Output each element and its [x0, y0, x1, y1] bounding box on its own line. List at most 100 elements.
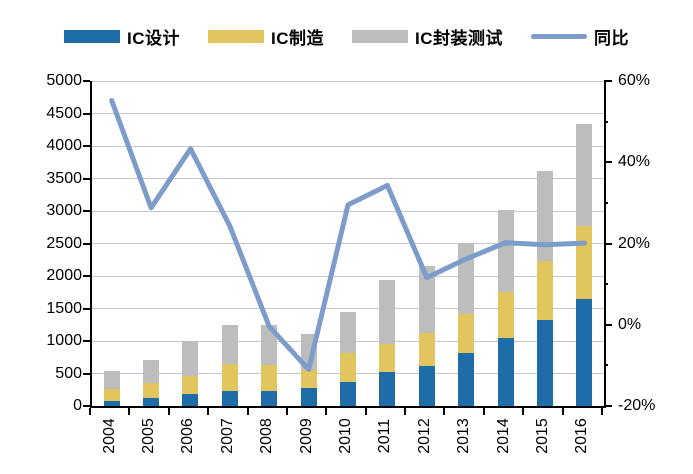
- legend-label-ic-packaging-testing: IC封装测试: [415, 28, 503, 48]
- bar-segment: [182, 340, 199, 377]
- x-axis-category-label: 2014: [494, 418, 512, 454]
- bar-segment: [379, 280, 396, 345]
- right-axis-tick: [604, 323, 612, 326]
- right-axis-tick: [604, 80, 612, 82]
- left-axis-tick-label: 4000: [46, 137, 82, 154]
- right-axis-tick-label: 60%: [618, 72, 651, 89]
- right-axis-tick-label: -20%: [618, 397, 656, 414]
- legend-item-yoy: 同比: [531, 24, 629, 49]
- bar-segment: [182, 393, 199, 406]
- x-axis-tick: [207, 408, 210, 415]
- right-axis-minor-tick: [604, 364, 608, 367]
- left-axis-tick-label: 1500: [46, 299, 82, 317]
- gridline: [92, 178, 604, 179]
- legend-swatch-ic-packaging-testing: [352, 29, 408, 43]
- bar-segment: [143, 382, 160, 398]
- right-axis-tick-label: 40%: [618, 153, 651, 171]
- x-axis-category-label: 2006: [179, 418, 197, 454]
- left-axis-tick-label: 0: [73, 397, 82, 414]
- bar-segment: [536, 319, 553, 406]
- x-axis-tick: [89, 408, 91, 415]
- yoy-polyline: [109, 98, 587, 372]
- bar-segment: [458, 314, 475, 354]
- legend-line-swatch-yoy: [531, 33, 587, 39]
- gridline: [92, 113, 604, 114]
- x-axis-category-label: 2016: [573, 418, 591, 454]
- bar-segment: [379, 344, 396, 373]
- x-axis-category-label: 2010: [337, 418, 354, 454]
- legend-swatch-ic-design: [64, 29, 120, 43]
- bar-segment: [418, 332, 435, 366]
- bar-segment: [340, 382, 356, 406]
- x-axis-tick: [167, 408, 170, 415]
- x-axis-tick: [522, 408, 525, 415]
- gridline: [92, 308, 604, 309]
- left-axis-tick: [83, 340, 90, 342]
- left-axis-tick-label: 2500: [46, 234, 82, 252]
- bar-segment: [103, 388, 120, 401]
- x-axis-category-label: 2015: [533, 418, 551, 454]
- left-axis-tick: [83, 275, 90, 277]
- legend-item-ic-manufacturing: IC制造: [208, 24, 324, 49]
- x-axis-category-label: 2011: [376, 418, 394, 454]
- right-axis-minor-tick: [604, 283, 608, 286]
- left-axis-tick-label: 3500: [46, 169, 82, 187]
- x-axis-category-label: 2008: [258, 418, 276, 454]
- left-axis-tick: [83, 177, 90, 180]
- left-axis-tick-label: 2000: [46, 267, 82, 284]
- right-axis-tick: [604, 161, 612, 164]
- bar-segment: [103, 370, 120, 389]
- x-axis-tick: [601, 408, 603, 415]
- bar-segment: [221, 324, 238, 364]
- x-axis-category-label: 2004: [100, 418, 118, 454]
- left-axis-tick-label: 3000: [46, 202, 82, 219]
- legend-label-ic-design: IC设计: [127, 28, 180, 48]
- bar-segment: [576, 124, 593, 226]
- bar-segment: [261, 324, 278, 365]
- bar-segment: [221, 391, 238, 406]
- right-axis-tick-label: 0%: [618, 315, 642, 333]
- gridline: [92, 145, 604, 147]
- bar-segment: [458, 353, 475, 406]
- gridline: [92, 275, 604, 277]
- right-axis-tick: [604, 242, 612, 245]
- x-axis-tick: [246, 408, 249, 415]
- x-axis-tick: [364, 408, 367, 415]
- bar-segment: [576, 299, 593, 406]
- bar-segment: [497, 291, 514, 338]
- x-axis-tick: [128, 408, 131, 415]
- legend-item-ic-design: IC设计: [64, 24, 180, 49]
- bar-segment: [103, 400, 120, 406]
- left-axis-tick: [83, 210, 90, 212]
- bar-segment: [261, 390, 278, 406]
- left-axis-tick-label: 5000: [46, 72, 82, 89]
- right-axis-tick: [604, 405, 612, 407]
- left-axis-tick-label: 1000: [46, 332, 82, 349]
- x-axis-tick: [482, 408, 485, 415]
- bar-segment: [300, 369, 317, 389]
- legend-swatch-ic-manufacturing: [208, 29, 264, 43]
- right-axis-minor-tick: [604, 201, 608, 204]
- bar-segment: [143, 397, 160, 406]
- bar-segment: [536, 171, 553, 262]
- x-axis-tick: [404, 408, 407, 415]
- bar-segment: [418, 265, 435, 333]
- bar-segment: [221, 363, 238, 392]
- bar-segment: [497, 337, 514, 406]
- left-axis-tick: [83, 145, 90, 147]
- x-axis-category-label: 2009: [297, 418, 315, 454]
- x-axis-tick: [285, 408, 288, 415]
- left-axis-tick: [83, 405, 90, 407]
- left-axis-tick-label: 500: [55, 364, 82, 382]
- legend-label-ic-manufacturing: IC制造: [271, 28, 324, 48]
- gridline: [92, 80, 604, 82]
- x-axis-tick: [561, 408, 564, 415]
- left-axis-tick: [83, 372, 90, 375]
- bar-segment: [182, 376, 199, 394]
- right-axis-minor-tick: [604, 120, 608, 123]
- left-axis-tick-label: 4500: [46, 104, 82, 122]
- x-axis-category-label: 2013: [455, 418, 473, 454]
- x-axis-category-label: 2005: [140, 418, 158, 454]
- x-axis-tick: [443, 408, 446, 415]
